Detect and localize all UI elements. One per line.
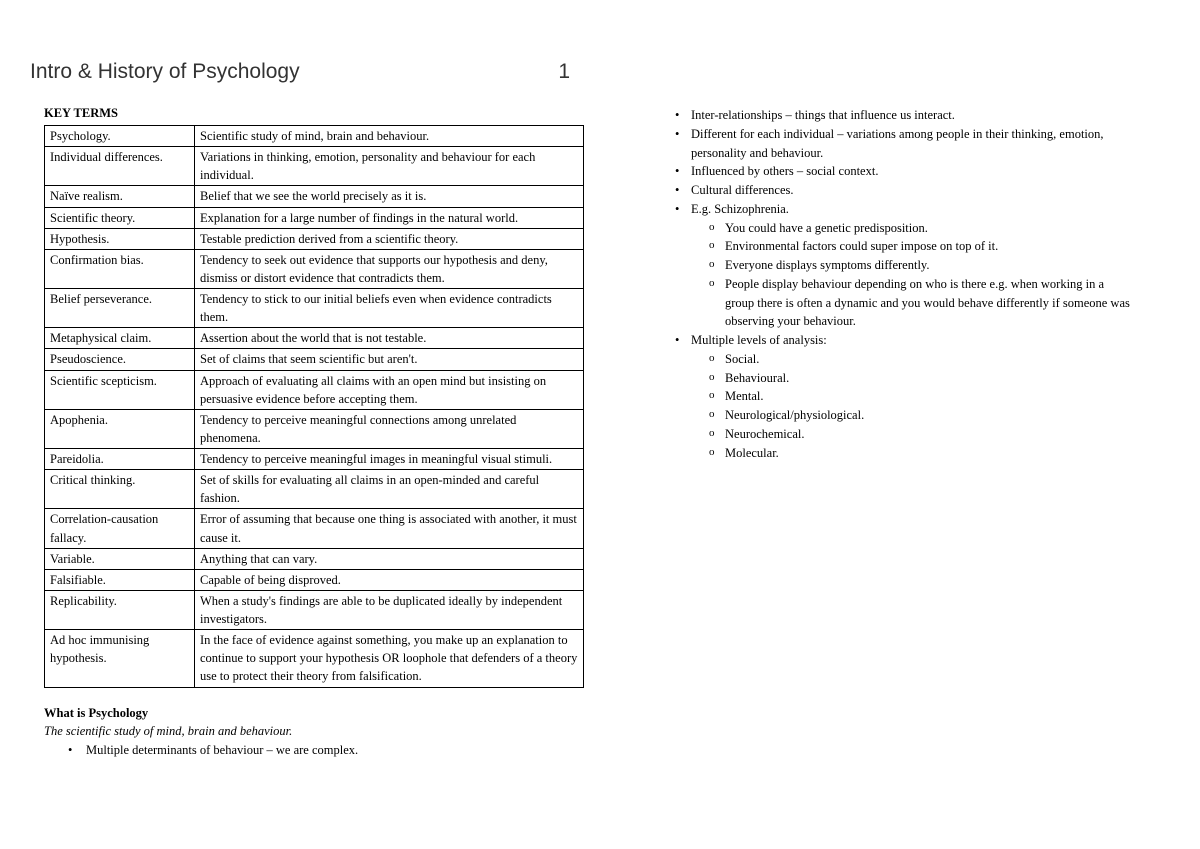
- definition-cell: Anything that can vary.: [195, 548, 584, 569]
- definition-cell: Variations in thinking, emotion, persona…: [195, 147, 584, 186]
- table-row: Individual differences.Variations in thi…: [45, 147, 584, 186]
- list-item-text: Inter-relationships – things that influe…: [691, 108, 955, 122]
- term-cell: Falsifiable.: [45, 569, 195, 590]
- what-is-subtext: The scientific study of mind, brain and …: [44, 724, 585, 739]
- term-cell: Confirmation bias.: [45, 249, 195, 288]
- table-row: Critical thinking.Set of skills for eval…: [45, 470, 584, 509]
- term-cell: Individual differences.: [45, 147, 195, 186]
- definition-cell: Belief that we see the world precisely a…: [195, 186, 584, 207]
- term-cell: Metaphysical claim.: [45, 328, 195, 349]
- sub-list-item: Molecular.: [691, 444, 1135, 463]
- page-title: Intro & History of Psychology: [30, 60, 300, 84]
- list-item: Multiple levels of analysis: Social.Behav…: [665, 331, 1135, 462]
- definition-cell: When a study's findings are able to be d…: [195, 590, 584, 629]
- list-item: Multiple determinants of behaviour – we …: [30, 741, 585, 760]
- page-number: 1: [558, 60, 570, 84]
- table-row: Metaphysical claim.Assertion about the w…: [45, 328, 584, 349]
- definition-cell: Tendency to perceive meaningful images i…: [195, 449, 584, 470]
- term-cell: Apophenia.: [45, 409, 195, 448]
- definition-cell: Capable of being disproved.: [195, 569, 584, 590]
- two-column-layout: KEY TERMS Psychology.Scientific study of…: [30, 106, 1170, 759]
- list-item: Influenced by others – social context.: [665, 162, 1135, 181]
- table-row: Psychology.Scientific study of mind, bra…: [45, 126, 584, 147]
- definition-cell: In the face of evidence against somethin…: [195, 630, 584, 687]
- sub-list-item: Everyone displays symptoms differently.: [691, 256, 1135, 275]
- sub-list-item: You could have a genetic predisposition.: [691, 219, 1135, 238]
- list-item-text: Cultural differences.: [691, 183, 794, 197]
- list-item-text: Multiple levels of analysis:: [691, 333, 827, 347]
- key-terms-heading: KEY TERMS: [44, 106, 585, 121]
- term-cell: Psychology.: [45, 126, 195, 147]
- right-bullet-list: Inter-relationships – things that influe…: [665, 106, 1135, 462]
- definition-cell: Tendency to stick to our initial beliefs…: [195, 289, 584, 328]
- term-cell: Correlation-causation fallacy.: [45, 509, 195, 548]
- table-row: Replicability.When a study's findings ar…: [45, 590, 584, 629]
- list-item: Inter-relationships – things that influe…: [665, 106, 1135, 125]
- sub-list-item: Behavioural.: [691, 369, 1135, 388]
- sub-list-item: Neurochemical.: [691, 425, 1135, 444]
- key-terms-table: Psychology.Scientific study of mind, bra…: [44, 125, 584, 688]
- table-row: Naïve realism.Belief that we see the wor…: [45, 186, 584, 207]
- list-item-text: Different for each individual – variatio…: [691, 127, 1104, 160]
- term-cell: Scientific scepticism.: [45, 370, 195, 409]
- term-cell: Hypothesis.: [45, 228, 195, 249]
- what-is-heading: What is Psychology: [44, 706, 585, 721]
- table-row: Pareidolia.Tendency to perceive meaningf…: [45, 449, 584, 470]
- term-cell: Scientific theory.: [45, 207, 195, 228]
- term-cell: Variable.: [45, 548, 195, 569]
- left-bullet-list: Multiple determinants of behaviour – we …: [30, 741, 585, 760]
- definition-cell: Tendency to seek out evidence that suppo…: [195, 249, 584, 288]
- sub-list: Social.Behavioural.Mental.Neurological/p…: [691, 350, 1135, 463]
- definition-cell: Set of claims that seem scientific but a…: [195, 349, 584, 370]
- list-item: Different for each individual – variatio…: [665, 125, 1135, 163]
- table-row: Variable.Anything that can vary.: [45, 548, 584, 569]
- right-column: Inter-relationships – things that influe…: [665, 106, 1135, 759]
- list-item: Cultural differences.: [665, 181, 1135, 200]
- table-row: Apophenia.Tendency to perceive meaningfu…: [45, 409, 584, 448]
- definition-cell: Set of skills for evaluating all claims …: [195, 470, 584, 509]
- list-item: E.g. Schizophrenia. You could have a gene…: [665, 200, 1135, 331]
- term-cell: Pareidolia.: [45, 449, 195, 470]
- table-row: Ad hoc immunising hypothesis.In the face…: [45, 630, 584, 687]
- table-row: Scientific theory.Explanation for a larg…: [45, 207, 584, 228]
- sub-list: You could have a genetic predisposition.…: [691, 219, 1135, 332]
- term-cell: Ad hoc immunising hypothesis.: [45, 630, 195, 687]
- table-row: Hypothesis.Testable prediction derived f…: [45, 228, 584, 249]
- term-cell: Naïve realism.: [45, 186, 195, 207]
- definition-cell: Scientific study of mind, brain and beha…: [195, 126, 584, 147]
- term-cell: Belief perseverance.: [45, 289, 195, 328]
- sub-list-item: Social.: [691, 350, 1135, 369]
- table-row: Belief perseverance.Tendency to stick to…: [45, 289, 584, 328]
- definition-cell: Error of assuming that because one thing…: [195, 509, 584, 548]
- title-row: Intro & History of Psychology 1: [30, 60, 1170, 84]
- sub-list-item: Mental.: [691, 387, 1135, 406]
- sub-list-item: People display behaviour depending on wh…: [691, 275, 1135, 331]
- table-row: Confirmation bias.Tendency to seek out e…: [45, 249, 584, 288]
- definition-cell: Approach of evaluating all claims with a…: [195, 370, 584, 409]
- sub-list-item: Environmental factors could super impose…: [691, 237, 1135, 256]
- document-page: Intro & History of Psychology 1 KEY TERM…: [0, 0, 1200, 789]
- sub-list-item: Neurological/physiological.: [691, 406, 1135, 425]
- table-row: Correlation-causation fallacy.Error of a…: [45, 509, 584, 548]
- term-cell: Critical thinking.: [45, 470, 195, 509]
- list-item-text: E.g. Schizophrenia.: [691, 202, 789, 216]
- definition-cell: Explanation for a large number of findin…: [195, 207, 584, 228]
- list-item-text: Influenced by others – social context.: [691, 164, 878, 178]
- left-column: KEY TERMS Psychology.Scientific study of…: [30, 106, 585, 759]
- table-row: Falsifiable.Capable of being disproved.: [45, 569, 584, 590]
- definition-cell: Tendency to perceive meaningful connecti…: [195, 409, 584, 448]
- definition-cell: Testable prediction derived from a scien…: [195, 228, 584, 249]
- table-row: Pseudoscience.Set of claims that seem sc…: [45, 349, 584, 370]
- term-cell: Pseudoscience.: [45, 349, 195, 370]
- definition-cell: Assertion about the world that is not te…: [195, 328, 584, 349]
- table-row: Scientific scepticism.Approach of evalua…: [45, 370, 584, 409]
- term-cell: Replicability.: [45, 590, 195, 629]
